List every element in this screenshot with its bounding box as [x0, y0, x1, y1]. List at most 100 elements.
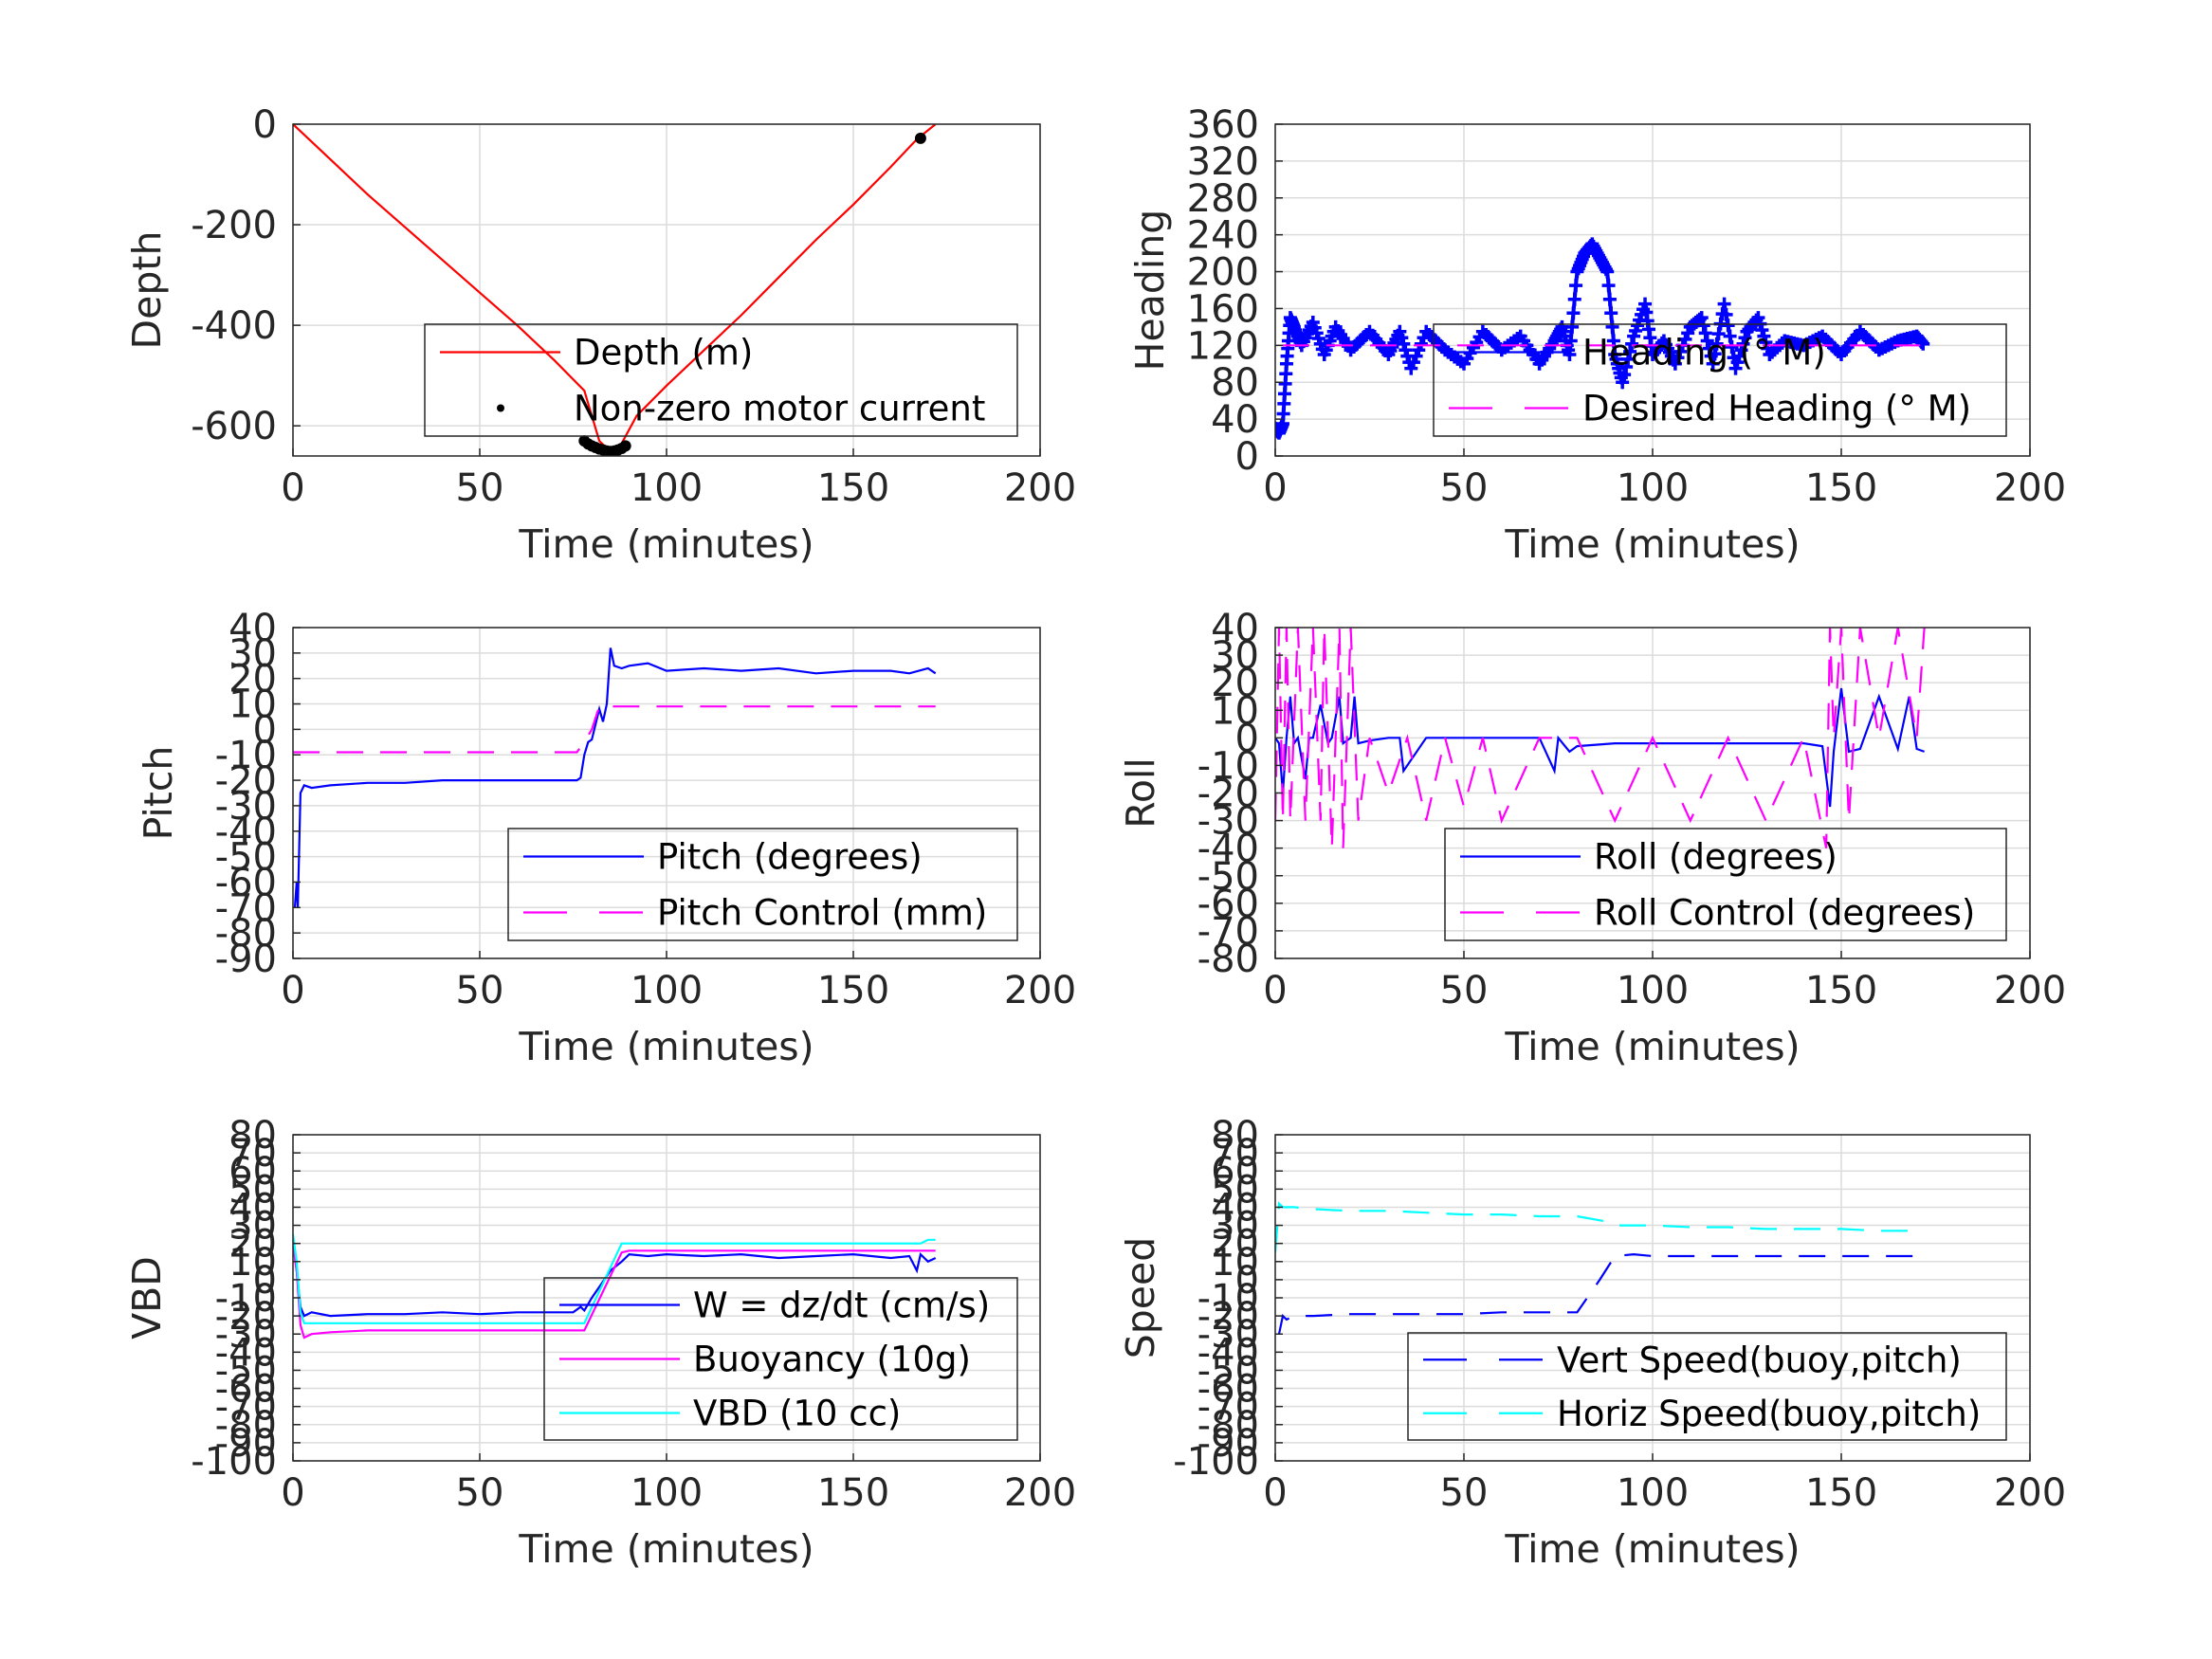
- series-line-2: [1275, 628, 1926, 848]
- legend: Vert Speed(buoy,pitch) Horiz Speed(buoy,p…: [1407, 1332, 2007, 1441]
- x-tick-label: 0: [281, 1471, 304, 1515]
- y-tick-label: 40: [1211, 607, 1259, 650]
- y-tick-label: -90: [215, 1422, 277, 1466]
- series-line-3: [293, 1233, 936, 1324]
- y-tick-label: 0: [253, 103, 277, 147]
- plus-marker: [1751, 311, 1765, 325]
- y-axis-label: VBD: [124, 1256, 170, 1340]
- plus-marker: [1600, 264, 1615, 279]
- x-tick-label: 150: [817, 466, 889, 510]
- y-tick-label: -60: [215, 861, 277, 904]
- y-tick-label: -10: [1197, 744, 1259, 788]
- legend-label: VBD (10 cc): [693, 1394, 901, 1434]
- legend-marker: [497, 404, 504, 412]
- x-tick-label: 100: [1617, 969, 1689, 1012]
- y-tick-label: 80: [1211, 1114, 1259, 1158]
- series-line-2: [293, 705, 936, 754]
- y-tick-label: -30: [1197, 1313, 1259, 1357]
- legend: Heading (° M) Desired Heading (° M): [1433, 323, 2007, 437]
- y-tick-label: -70: [1197, 910, 1259, 954]
- plus-marker: [1681, 326, 1695, 340]
- series-layer: [293, 1233, 937, 1340]
- legend: Roll (degrees) Roll Control (degrees): [1444, 828, 2007, 941]
- y-tick-label: 30: [1211, 634, 1259, 678]
- y-tick-label: -20: [1197, 1295, 1259, 1339]
- y-tick-label: 200: [1187, 251, 1259, 295]
- y-tick-label: -40: [215, 811, 277, 854]
- y-tick-label: -50: [1197, 1349, 1259, 1393]
- y-tick-label: 240: [1187, 214, 1259, 258]
- y-tick-label: -80: [1197, 938, 1259, 981]
- plus-marker: [1618, 368, 1632, 382]
- x-axis-label: Time (minutes): [1504, 521, 1800, 567]
- plus-marker: [1567, 292, 1581, 306]
- x-axis-label: Time (minutes): [1504, 1024, 1800, 1069]
- y-tick-label: 10: [229, 684, 277, 727]
- y-axis-label: Speed: [1118, 1237, 1163, 1359]
- x-tick-label: 200: [1004, 1471, 1076, 1515]
- y-tick-label: -60: [215, 1368, 277, 1412]
- y-tick-label: 0: [1235, 435, 1259, 479]
- y-tick-label: 70: [229, 1132, 277, 1176]
- plus-marker: [1397, 337, 1411, 351]
- series-layer: [1275, 628, 1926, 848]
- plus-marker: [1673, 344, 1688, 358]
- x-tick-label: 100: [1617, 1471, 1689, 1515]
- plus-marker: [1706, 356, 1720, 371]
- y-tick-label: -400: [191, 304, 277, 348]
- plus-marker: [1605, 319, 1619, 334]
- plus-marker: [1601, 279, 1616, 293]
- x-tick-label: 100: [631, 466, 703, 510]
- legend-label: W = dz/dt (cm/s): [693, 1285, 990, 1326]
- plus-marker: [1625, 337, 1639, 351]
- plus-marker: [1916, 337, 1930, 351]
- y-tick-label: 60: [229, 1150, 277, 1194]
- plus-marker: [1563, 348, 1577, 362]
- y-axis-label: Depth: [124, 231, 170, 350]
- y-tick-label: 70: [1211, 1132, 1259, 1176]
- plus-marker: [1694, 311, 1709, 325]
- plus-marker: [1566, 306, 1581, 320]
- y-tick-label: 280: [1187, 177, 1259, 221]
- legend-label: Buoyancy (10g): [693, 1340, 971, 1380]
- y-tick-label: 160: [1187, 287, 1259, 331]
- legend-label: Desired Heading (° M): [1582, 389, 1971, 429]
- y-tick-label: 360: [1187, 103, 1259, 147]
- x-tick-label: 50: [456, 466, 504, 510]
- plus-marker: [1398, 343, 1413, 357]
- y-tick-label: 80: [229, 1114, 277, 1158]
- y-tick-label: 30: [229, 632, 277, 676]
- panel-depth: 0 50 100 150 200 -600 -400 -200 0 Time (minutes) D…: [124, 103, 1076, 567]
- plus-marker: [1404, 361, 1418, 375]
- x-tick-label: 150: [817, 1471, 889, 1515]
- plus-marker: [1719, 307, 1733, 321]
- plus-marker: [1621, 352, 1636, 366]
- x-tick-label: 0: [281, 466, 304, 510]
- y-axis-label: Roll: [1118, 757, 1163, 829]
- plus-marker: [1619, 360, 1634, 374]
- y-tick-label: -100: [1173, 1440, 1259, 1484]
- plus-marker: [1711, 327, 1726, 341]
- legend: W = dz/dt (cm/s) Buoyancy (10g) VBD (10 cc…: [543, 1277, 1018, 1441]
- y-tick-label: 120: [1187, 324, 1259, 368]
- x-tick-label: 50: [456, 1471, 504, 1515]
- y-tick-label: 0: [1235, 1259, 1259, 1303]
- y-tick-label: 20: [1211, 662, 1259, 705]
- x-axis-label: Time (minutes): [518, 521, 814, 567]
- series-line-2: [293, 1243, 936, 1340]
- x-tick-label: 50: [456, 969, 504, 1012]
- x-tick-label: 50: [1440, 1471, 1489, 1515]
- y-tick-label: -30: [215, 1313, 277, 1357]
- plus-marker: [1698, 326, 1712, 340]
- x-tick-label: 50: [1440, 969, 1489, 1012]
- legend-label: Depth (m): [574, 333, 753, 374]
- y-tick-label: -30: [1197, 800, 1259, 844]
- plus-marker: [1736, 337, 1750, 351]
- y-tick-label: 50: [1211, 1168, 1259, 1212]
- legend-label: Pitch Control (mm): [657, 893, 987, 934]
- legend-label: Non-zero motor current: [574, 389, 985, 429]
- plus-marker: [1700, 334, 1714, 348]
- plus-marker: [1721, 319, 1735, 333]
- x-tick-label: 200: [1004, 969, 1076, 1012]
- y-tick-label: 20: [1211, 1223, 1259, 1267]
